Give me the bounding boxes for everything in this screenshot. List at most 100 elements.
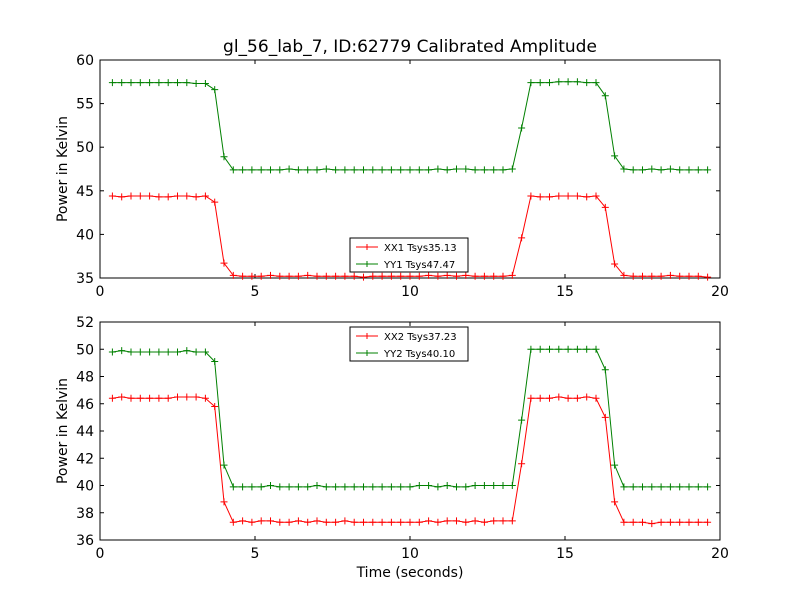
data-point — [639, 272, 646, 280]
data-point — [294, 166, 302, 174]
data-point — [611, 260, 619, 268]
data-point — [192, 393, 200, 401]
legend-label: XX1 Tsys35.13 — [384, 243, 457, 254]
data-point — [183, 192, 191, 200]
data-point — [443, 166, 451, 174]
data-point — [648, 272, 656, 280]
data-point — [434, 165, 442, 173]
data-point — [499, 166, 507, 174]
data-point — [108, 348, 116, 356]
data-point — [555, 345, 563, 353]
data-point — [239, 272, 247, 280]
y-tick-label: 40 — [76, 227, 94, 243]
data-point — [350, 166, 358, 174]
data-point — [480, 482, 488, 489]
data-point — [248, 166, 256, 174]
data-point — [285, 518, 293, 526]
data-point — [369, 272, 377, 280]
data-point — [704, 166, 712, 174]
data-point — [294, 483, 302, 491]
data-point — [220, 153, 228, 161]
data-point — [201, 192, 209, 200]
y-tick-label: 44 — [76, 424, 94, 440]
data-point — [304, 518, 312, 526]
data-point — [164, 79, 172, 87]
data-point — [285, 272, 293, 280]
data-point — [480, 166, 488, 174]
data-point — [657, 272, 665, 280]
data-point — [267, 271, 274, 279]
data-point — [415, 518, 423, 526]
data-point — [676, 166, 684, 174]
data-point — [573, 394, 581, 402]
data-point — [201, 80, 209, 88]
data-point — [620, 165, 628, 173]
data-point — [583, 193, 591, 201]
data-point — [564, 78, 572, 86]
data-point — [118, 347, 126, 355]
data-point — [257, 483, 265, 491]
data-point — [155, 394, 163, 402]
data-point — [146, 394, 154, 402]
data-point — [573, 78, 581, 86]
data-point — [453, 483, 460, 491]
x-tick-label: 10 — [401, 546, 419, 562]
data-point — [527, 394, 535, 402]
data-point — [657, 518, 665, 526]
data-point — [462, 165, 470, 173]
data-point — [220, 461, 228, 469]
data-point — [174, 192, 181, 200]
legend-box — [349, 237, 469, 273]
data-point — [453, 517, 460, 525]
data-point — [527, 345, 535, 353]
data-point — [666, 483, 674, 491]
legend-marker — [364, 261, 370, 267]
data-point — [666, 271, 674, 279]
data-point — [434, 272, 442, 280]
data-point — [229, 166, 237, 174]
data-point — [155, 193, 163, 201]
legend-label: XX2 Tsys37.23 — [384, 332, 457, 343]
data-point — [601, 413, 609, 421]
data-point — [629, 166, 637, 174]
data-point — [611, 461, 619, 469]
data-point — [648, 483, 656, 491]
data-point — [146, 348, 154, 356]
data-point — [415, 272, 423, 280]
data-point — [211, 358, 219, 366]
data-point — [527, 192, 535, 200]
data-point — [276, 483, 284, 491]
data-point — [211, 402, 219, 410]
data-point — [415, 482, 423, 489]
data-point — [676, 483, 684, 491]
data-point — [239, 483, 247, 491]
y-tick-label: 36 — [76, 533, 94, 549]
data-point — [276, 272, 284, 280]
data-point — [276, 166, 284, 174]
data-point — [127, 348, 135, 356]
data-point — [313, 272, 321, 280]
data-point — [518, 124, 526, 132]
data-point — [639, 166, 646, 174]
data-point — [592, 192, 600, 200]
data-point — [499, 517, 507, 525]
data-point — [583, 393, 591, 401]
y-tick-label: 48 — [76, 370, 94, 386]
data-point — [639, 518, 646, 526]
data-point — [527, 79, 535, 87]
legend-marker — [364, 244, 370, 250]
data-point — [108, 394, 116, 402]
data-point — [174, 79, 181, 87]
data-point — [174, 348, 181, 356]
data-point — [536, 193, 544, 201]
data-point — [108, 192, 116, 200]
data-point — [462, 271, 470, 279]
data-point — [304, 166, 312, 174]
data-point — [248, 272, 256, 280]
data-point — [155, 79, 163, 87]
data-point — [694, 166, 702, 174]
data-point — [676, 272, 684, 280]
data-point — [294, 272, 302, 280]
data-point — [341, 166, 349, 174]
